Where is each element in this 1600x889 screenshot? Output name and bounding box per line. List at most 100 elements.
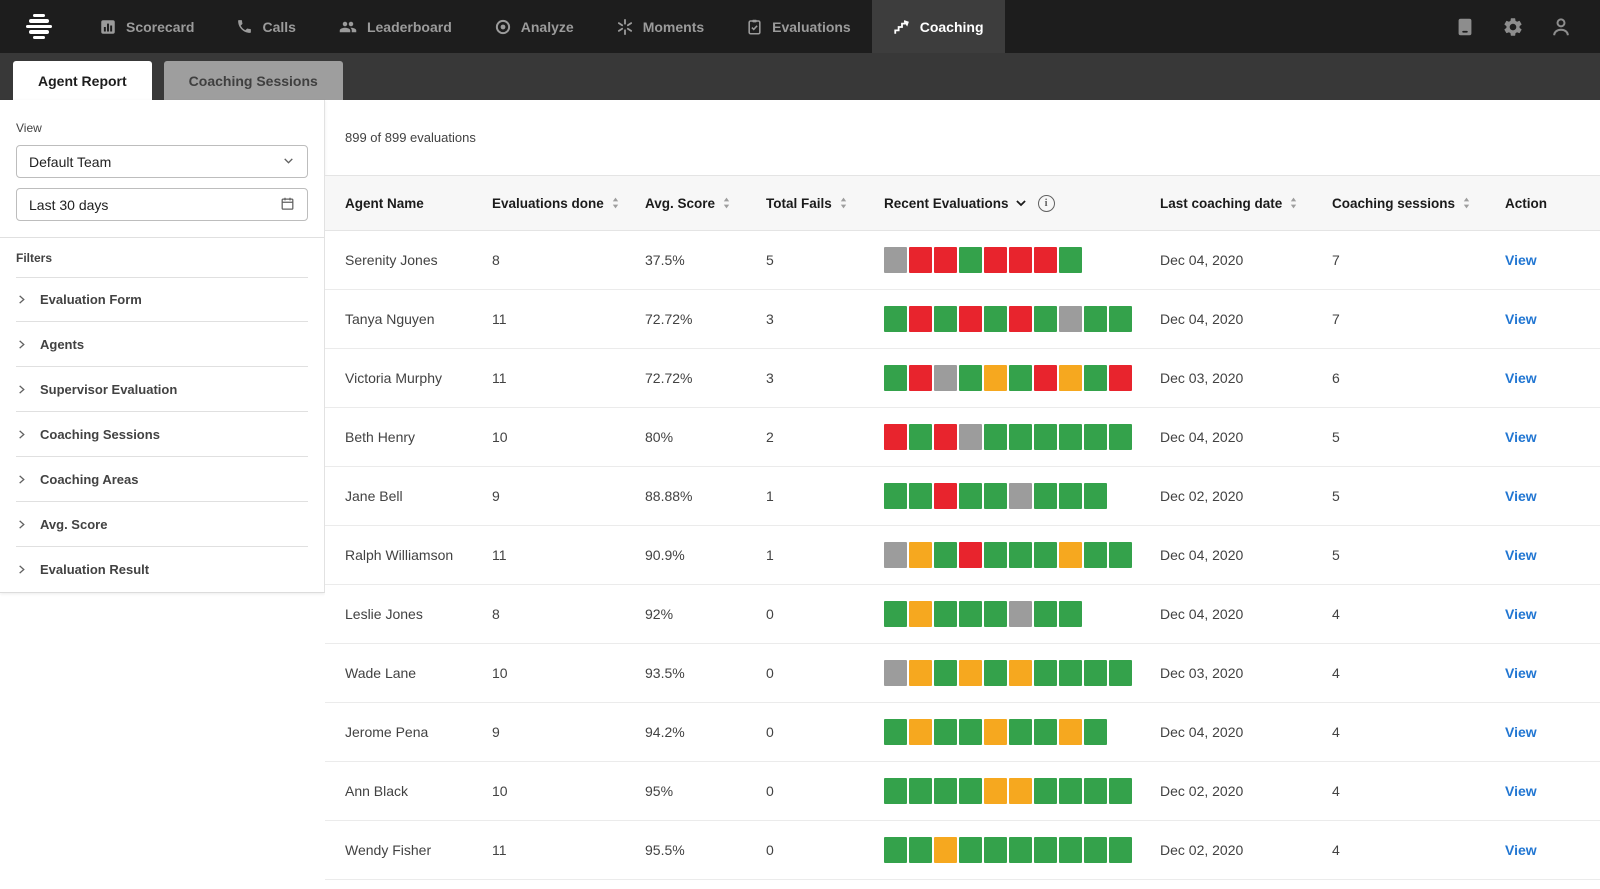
evaluation-block-green[interactable] [1059, 601, 1082, 627]
evaluation-block-orange[interactable] [909, 660, 932, 686]
team-select[interactable]: Default Team [16, 145, 308, 178]
filter-item-avg-score[interactable]: Avg. Score [16, 502, 308, 547]
view-link[interactable]: View [1505, 842, 1537, 858]
evaluation-block-red[interactable] [884, 424, 907, 450]
nav-item-moments[interactable]: Moments [595, 0, 725, 53]
nav-item-coaching[interactable]: Coaching [871, 0, 1005, 53]
evaluation-block-green[interactable] [934, 719, 957, 745]
sort-icon[interactable] [1287, 196, 1300, 210]
evaluation-block-green[interactable] [984, 542, 1007, 568]
evaluation-block-green[interactable] [1059, 424, 1082, 450]
nav-item-calls[interactable]: Calls [215, 0, 316, 53]
evaluation-block-green[interactable] [884, 719, 907, 745]
evaluation-block-green[interactable] [984, 660, 1007, 686]
date-range-picker[interactable]: Last 30 days [16, 188, 308, 221]
col-evaluations-done[interactable]: Evaluations done [492, 196, 645, 211]
evaluation-block-orange[interactable] [984, 365, 1007, 391]
evaluation-block-red[interactable] [934, 483, 957, 509]
filter-item-evaluation-form[interactable]: Evaluation Form [16, 277, 308, 322]
evaluation-block-green[interactable] [934, 660, 957, 686]
view-link[interactable]: View [1505, 311, 1537, 327]
evaluation-block-orange[interactable] [984, 719, 1007, 745]
evaluation-block-green[interactable] [1084, 365, 1107, 391]
evaluation-block-red[interactable] [909, 365, 932, 391]
evaluation-block-red[interactable] [934, 424, 957, 450]
evaluation-block-green[interactable] [884, 483, 907, 509]
evaluation-block-green[interactable] [1084, 424, 1107, 450]
evaluation-block-green[interactable] [1084, 483, 1107, 509]
filter-item-agents[interactable]: Agents [16, 322, 308, 367]
evaluation-block-green[interactable] [934, 542, 957, 568]
evaluation-block-green[interactable] [1059, 837, 1082, 863]
evaluation-block-green[interactable] [1034, 542, 1057, 568]
evaluation-block-green[interactable] [1009, 365, 1032, 391]
col-last-coaching-date[interactable]: Last coaching date [1160, 196, 1332, 211]
evaluation-block-green[interactable] [1034, 660, 1057, 686]
filter-item-coaching-areas[interactable]: Coaching Areas [16, 457, 308, 502]
view-link[interactable]: View [1505, 488, 1537, 504]
evaluation-block-green[interactable] [984, 424, 1007, 450]
evaluation-block-gray[interactable] [1059, 306, 1082, 332]
evaluation-block-green[interactable] [1084, 837, 1107, 863]
evaluation-block-green[interactable] [959, 365, 982, 391]
evaluation-block-green[interactable] [1034, 837, 1057, 863]
evaluation-block-green[interactable] [959, 247, 982, 273]
evaluation-block-green[interactable] [1009, 719, 1032, 745]
evaluation-block-green[interactable] [884, 306, 907, 332]
evaluation-block-green[interactable] [1059, 778, 1082, 804]
col-avg-score[interactable]: Avg. Score [645, 196, 766, 211]
evaluation-block-green[interactable] [1034, 778, 1057, 804]
evaluation-block-green[interactable] [1084, 660, 1107, 686]
evaluation-block-orange[interactable] [909, 601, 932, 627]
sort-icon[interactable] [720, 196, 733, 210]
evaluation-block-green[interactable] [1109, 837, 1132, 863]
settings-gear-icon[interactable] [1502, 16, 1524, 38]
evaluation-block-green[interactable] [1034, 483, 1057, 509]
evaluation-block-green[interactable] [909, 483, 932, 509]
nav-item-scorecard[interactable]: Scorecard [78, 0, 215, 53]
view-link[interactable]: View [1505, 370, 1537, 386]
evaluation-block-green[interactable] [909, 837, 932, 863]
view-link[interactable]: View [1505, 429, 1537, 445]
col-total-fails[interactable]: Total Fails [766, 196, 884, 211]
device-icon[interactable] [1454, 16, 1476, 38]
col-coaching-sessions[interactable]: Coaching sessions [1332, 196, 1505, 211]
evaluation-block-green[interactable] [934, 778, 957, 804]
filter-item-supervisor-evaluation[interactable]: Supervisor Evaluation [16, 367, 308, 412]
evaluation-block-orange[interactable] [909, 719, 932, 745]
evaluation-block-red[interactable] [984, 247, 1007, 273]
evaluation-block-green[interactable] [1109, 778, 1132, 804]
evaluation-block-red[interactable] [1034, 365, 1057, 391]
sort-icon[interactable] [837, 196, 850, 210]
tab-agent-report[interactable]: Agent Report [13, 61, 152, 100]
evaluation-block-green[interactable] [1084, 542, 1107, 568]
evaluation-block-red[interactable] [1034, 247, 1057, 273]
nav-item-leaderboard[interactable]: Leaderboard [317, 0, 473, 53]
evaluation-block-green[interactable] [959, 778, 982, 804]
evaluation-block-green[interactable] [1059, 247, 1082, 273]
evaluation-block-green[interactable] [909, 778, 932, 804]
evaluation-block-green[interactable] [1109, 660, 1132, 686]
view-link[interactable]: View [1505, 252, 1537, 268]
view-link[interactable]: View [1505, 665, 1537, 681]
evaluation-block-green[interactable] [959, 837, 982, 863]
evaluation-block-gray[interactable] [884, 247, 907, 273]
evaluation-block-green[interactable] [1034, 424, 1057, 450]
evaluation-block-red[interactable] [1109, 365, 1132, 391]
evaluation-block-red[interactable] [959, 306, 982, 332]
info-icon[interactable]: i [1037, 194, 1055, 212]
evaluation-block-green[interactable] [884, 778, 907, 804]
evaluation-block-green[interactable] [959, 719, 982, 745]
evaluation-block-green[interactable] [1034, 306, 1057, 332]
evaluation-block-gray[interactable] [934, 365, 957, 391]
evaluation-block-green[interactable] [984, 306, 1007, 332]
evaluation-block-red[interactable] [959, 542, 982, 568]
view-link[interactable]: View [1505, 783, 1537, 799]
evaluation-block-green[interactable] [959, 483, 982, 509]
evaluation-block-gray[interactable] [884, 542, 907, 568]
evaluation-block-green[interactable] [934, 601, 957, 627]
evaluation-block-red[interactable] [1009, 247, 1032, 273]
nav-item-analyze[interactable]: Analyze [473, 0, 595, 53]
evaluation-block-orange[interactable] [934, 837, 957, 863]
evaluation-block-red[interactable] [934, 247, 957, 273]
